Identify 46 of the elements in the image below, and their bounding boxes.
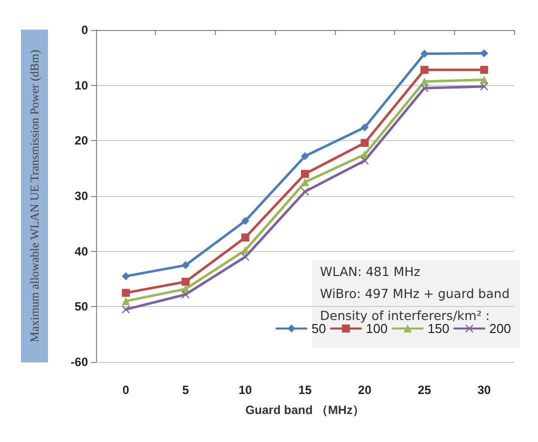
legend-label: 150 (428, 321, 450, 336)
point (122, 288, 130, 297)
y-tick-label: 50 (74, 300, 88, 314)
point (122, 305, 130, 314)
point (480, 66, 488, 74)
x-tick-label: 25 (418, 383, 432, 397)
y-tick-label: 10 (74, 78, 88, 92)
legend-label: 100 (366, 321, 388, 336)
y-tick-label: 30 (74, 189, 88, 203)
point (122, 272, 130, 280)
x-tick-label: 0 (122, 383, 130, 397)
point (420, 50, 428, 58)
x-tick-label: 30 (477, 383, 492, 397)
legend-label: 200 (489, 321, 512, 336)
point (420, 66, 428, 74)
point (182, 261, 190, 270)
annotation: WLAN: 481 MHz (320, 264, 421, 279)
annotation: Density of interferers/km² : (320, 308, 490, 323)
x-tick-label: 20 (358, 383, 372, 397)
legend-label: 50 (311, 321, 326, 336)
point (182, 290, 190, 298)
point (480, 82, 488, 90)
x-tick-label: 10 (238, 383, 252, 397)
x-tick-label: 5 (182, 383, 190, 397)
x-axis-title: Guard band （MHz） (245, 403, 365, 417)
y-tick-label: 20 (74, 134, 88, 148)
point (360, 138, 369, 147)
point (182, 278, 190, 286)
point (241, 234, 250, 242)
point (480, 49, 488, 58)
x-tick-label: 15 (298, 383, 312, 397)
point (301, 178, 309, 186)
y-tick-label: 40 (74, 244, 88, 258)
point (122, 297, 130, 306)
point (360, 123, 369, 132)
y-tick-label: -60 (70, 355, 88, 369)
annotation: WiBro: 497 MHz + guard band (320, 286, 510, 301)
point (301, 188, 309, 196)
point (241, 252, 250, 261)
point (301, 152, 309, 160)
y-tick-label: 0 (81, 23, 88, 37)
point (420, 84, 428, 92)
point (360, 156, 369, 165)
point (241, 216, 250, 225)
y-axis-title: Maximum allowable WLAN UE Transmission Power (dBm) (28, 50, 42, 342)
point (301, 170, 309, 178)
